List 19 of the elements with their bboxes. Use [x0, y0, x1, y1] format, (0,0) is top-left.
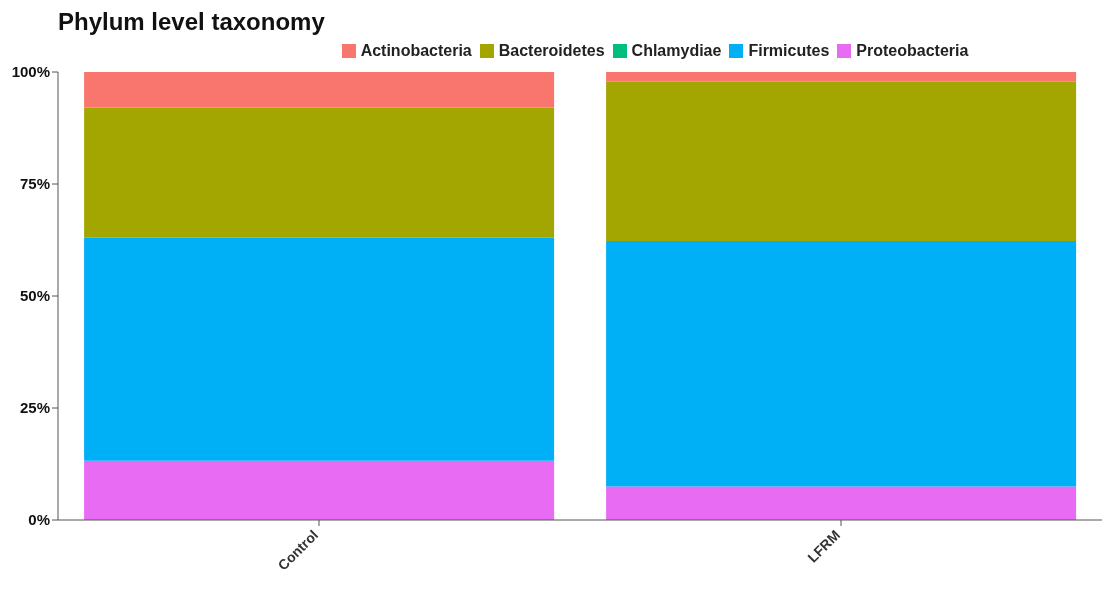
bar	[606, 81, 1077, 241]
y-tick-label: 0%	[28, 511, 50, 529]
bar	[606, 72, 1077, 82]
bar	[84, 72, 555, 108]
bar	[84, 237, 555, 461]
bar	[606, 486, 1077, 520]
y-tick-label: 75%	[19, 175, 50, 193]
legend-label: Firmicutes	[747, 42, 830, 60]
y-tick-label: 25%	[19, 399, 50, 417]
bar	[84, 107, 555, 238]
y-tick-label: 50%	[19, 287, 50, 305]
bar	[606, 240, 1077, 487]
bar	[84, 460, 555, 520]
legend-label: Chlamydiae	[630, 42, 722, 60]
legend-label: Bacteroidetes	[497, 42, 605, 60]
chart-title: Phylum level taxonomy	[57, 8, 326, 36]
legend-label: Actinobacteria	[359, 42, 472, 60]
legend-label: Proteobacteria	[855, 42, 969, 60]
y-tick-label: 100%	[11, 63, 50, 81]
